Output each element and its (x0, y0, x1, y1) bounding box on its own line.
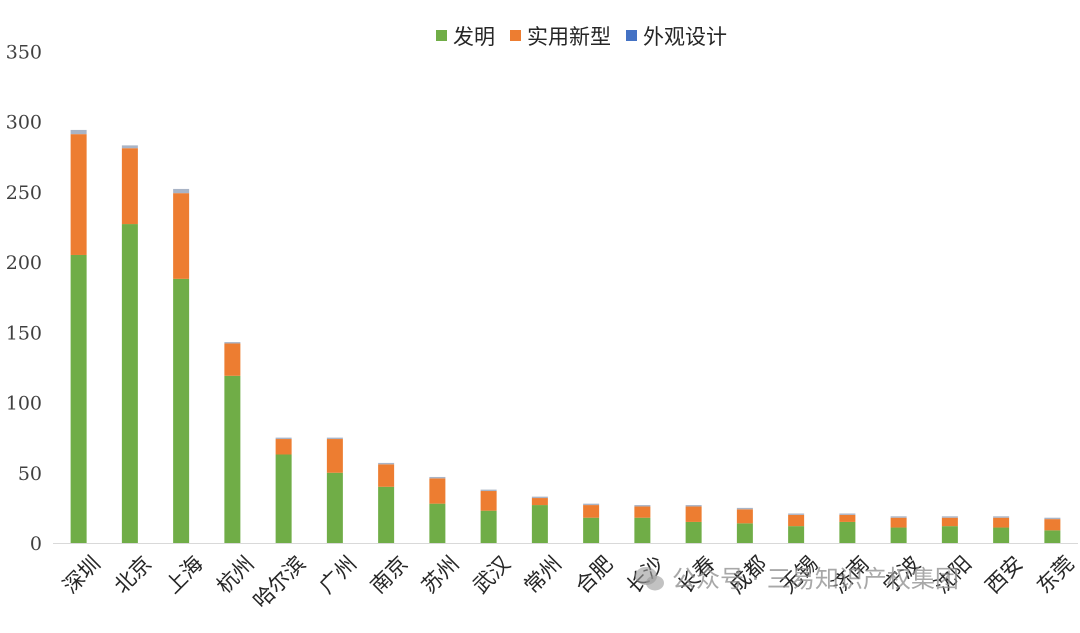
x-tick-label: 合肥 (571, 551, 618, 598)
bar-invention (173, 278, 190, 543)
bar-utility-model (1044, 519, 1061, 531)
bar-invention (275, 454, 292, 543)
bar-utility-model (531, 498, 548, 506)
bar-invention (890, 527, 907, 543)
bar-design (736, 507, 753, 510)
bar-invention (1044, 530, 1061, 543)
legend-swatch (626, 30, 637, 41)
wechat-icon (635, 567, 664, 591)
bar-design (890, 516, 907, 518)
bar-design (839, 513, 856, 515)
y-axis: 0 50 100 150 200 250 300 350 (6, 41, 42, 555)
bar-design (224, 342, 241, 344)
bar-utility-model (378, 464, 395, 487)
x-tick-label: 哈尔滨 (249, 551, 311, 613)
bar-utility-model (480, 491, 497, 511)
bar-invention (736, 523, 753, 543)
bar-invention (480, 510, 497, 543)
bar-design (121, 145, 138, 149)
bar-design (941, 516, 958, 518)
bar-design (788, 513, 805, 515)
chart-legend: 发明 实用新型 外观设计 (436, 25, 727, 49)
bar-invention (583, 517, 600, 543)
watermark-text: 公众号 · 三易知识产权集团 (672, 565, 959, 593)
bar-utility-model (275, 439, 292, 455)
bar-utility-model (839, 514, 856, 522)
bar-invention (70, 254, 87, 543)
legend-label: 外观设计 (643, 25, 727, 49)
bar-design (480, 489, 497, 492)
bar-design (993, 516, 1010, 518)
bar-utility-model (326, 439, 343, 473)
bar-invention (121, 224, 138, 543)
x-tick-label: 苏州 (417, 551, 464, 598)
bars (70, 129, 1061, 543)
bar-invention (941, 526, 958, 543)
x-tick-label: 武汉 (468, 551, 515, 598)
bar-invention (224, 375, 241, 543)
bar-utility-model (583, 505, 600, 518)
bar-design (1044, 517, 1061, 520)
legend-label: 实用新型 (527, 25, 611, 49)
bar-design (70, 129, 87, 135)
x-tick-label: 东莞 (1032, 551, 1079, 598)
y-tick-label: 350 (6, 41, 42, 63)
bar-invention (326, 472, 343, 543)
x-tick-label: 广州 (315, 551, 362, 598)
bar-invention (685, 521, 702, 543)
bar-utility-model (890, 517, 907, 528)
bar-utility-model (941, 517, 958, 527)
bar-design (173, 188, 190, 194)
y-tick-label: 250 (6, 182, 42, 204)
x-tick-label: 南京 (366, 551, 413, 598)
watermark: 公众号 · 三易知识产权集团 (635, 565, 959, 593)
x-tick-label: 深圳 (58, 551, 105, 598)
bar-design (634, 505, 651, 507)
bar-design (685, 505, 702, 507)
bar-design (378, 462, 395, 465)
legend-label: 发明 (453, 25, 495, 49)
x-tick-label: 常州 (520, 551, 567, 598)
bar-invention (788, 526, 805, 543)
y-tick-label: 300 (6, 112, 42, 134)
bar-design (531, 496, 548, 499)
bar-invention (993, 527, 1010, 543)
bar-invention (531, 505, 548, 543)
bar-design (583, 503, 600, 506)
y-tick-label: 200 (6, 252, 42, 274)
x-tick-label: 西安 (981, 551, 1028, 598)
x-tick-label: 北京 (110, 551, 157, 598)
bar-utility-model (993, 517, 1010, 528)
legend-swatch (436, 30, 447, 41)
bar-design (326, 437, 343, 440)
bar-utility-model (788, 514, 805, 527)
y-tick-label: 100 (6, 393, 42, 415)
bar-utility-model (70, 134, 87, 255)
x-tick-label: 杭州 (212, 551, 259, 598)
bar-invention (839, 521, 856, 543)
bar-utility-model (224, 343, 241, 376)
y-tick-label: 50 (18, 463, 42, 485)
bar-invention (429, 503, 446, 543)
bar-utility-model (634, 506, 651, 518)
y-tick-label: 0 (30, 533, 42, 555)
y-tick-label: 150 (6, 322, 42, 344)
bar-utility-model (121, 148, 138, 225)
x-tick-label: 上海 (161, 551, 208, 598)
bar-invention (634, 517, 651, 543)
bar-invention (378, 486, 395, 543)
bar-utility-model (685, 506, 702, 522)
bar-utility-model (173, 193, 190, 279)
bar-design (275, 437, 292, 440)
bar-utility-model (736, 509, 753, 524)
bar-utility-model (429, 478, 446, 504)
legend-swatch (510, 30, 521, 41)
bar-design (429, 476, 446, 479)
